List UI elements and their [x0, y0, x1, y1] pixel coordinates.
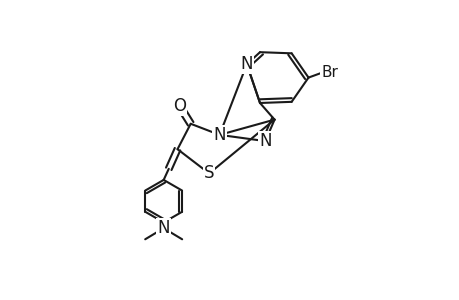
Text: S: S — [203, 164, 214, 182]
Text: N: N — [258, 132, 271, 150]
Text: N: N — [213, 126, 225, 144]
Text: N: N — [157, 219, 169, 237]
Text: Br: Br — [320, 65, 337, 80]
Text: N: N — [240, 55, 252, 73]
Text: O: O — [173, 98, 186, 116]
